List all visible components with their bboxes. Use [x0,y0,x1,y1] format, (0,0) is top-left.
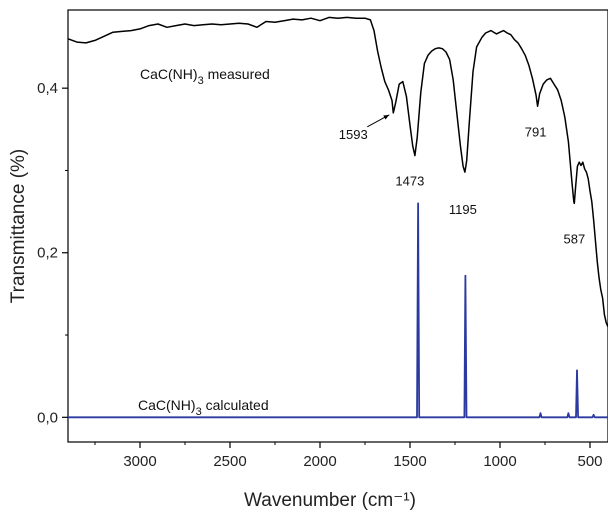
calculated-peak [576,369,578,372]
calculated-peak [567,412,570,415]
peak-annotation: 1593 [339,127,368,142]
measured-series-label: CaC(NH)3 measured [140,66,270,87]
peak-annotation: 791 [525,124,547,139]
x-tick-label: 2500 [213,453,246,470]
x-tick-label: 3000 [123,453,156,470]
y-axis: 0,0 0,2 0,4 [37,80,68,426]
series-layer [67,16,608,419]
peak-annotation: 1473 [395,174,424,189]
calculated-peak [592,414,595,416]
annotation-arrowhead [383,114,390,120]
x-tick-label: 500 [577,453,602,470]
plot-frame [67,9,608,443]
calculated-peak [417,202,419,205]
x-axis: 3000 2500 2000 1500 1000 500 [94,442,603,470]
y-tick-label: 0,0 [37,409,58,426]
peak-annotation: 587 [563,231,585,246]
annotation-layer: 1593 1473 1195 791 587 [339,114,585,246]
x-tick-label: 1500 [393,453,426,470]
calculated-series-label: CaC(NH)3 calculated [138,397,269,418]
y-axis-title: Transmittance (%) [8,149,29,304]
x-tick-label: 2000 [303,453,336,470]
calculated-spectrum-line [68,202,608,419]
peak-annotation: 1195 [449,202,477,217]
calculated-peak [539,412,542,415]
measured-spectrum-line [67,16,608,328]
calculated-peak [464,274,467,277]
y-tick-label: 0,2 [37,245,58,262]
x-axis-title: Wavenumber (cm⁻¹) [244,490,416,511]
x-tick-label: 1000 [483,453,516,470]
y-tick-label: 0,4 [37,80,58,97]
